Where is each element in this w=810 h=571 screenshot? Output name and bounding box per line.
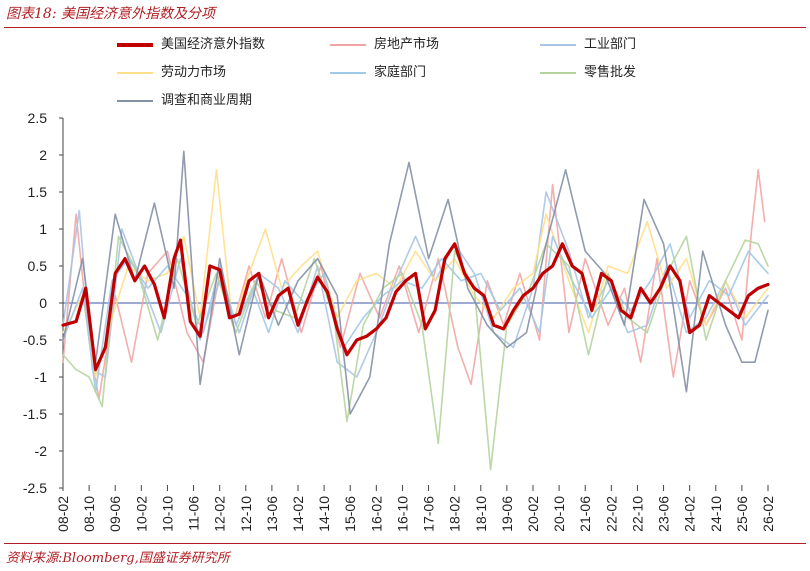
legend-swatch <box>117 100 153 102</box>
x-tick-label: 13-06 <box>264 496 280 532</box>
y-tick-label: -1 <box>35 369 48 385</box>
x-tick-label: 14-10 <box>316 496 332 532</box>
x-tick-label: 18-02 <box>447 496 463 532</box>
legend-swatch <box>540 44 576 46</box>
title-rule <box>4 27 806 28</box>
series-layer <box>61 150 770 471</box>
x-tick-label: 24-02 <box>682 496 698 532</box>
x-tick-label: 18-10 <box>473 496 489 532</box>
y-tick-label: 0.5 <box>28 258 48 274</box>
x-tick-label: 25-06 <box>734 496 750 532</box>
legend-swatch <box>330 44 366 46</box>
x-tick-label: 17-06 <box>421 496 437 532</box>
y-tick-label: -0.5 <box>23 332 47 348</box>
series-line <box>62 150 769 415</box>
source-rule <box>4 543 806 544</box>
figure-title: 图表18: 美国经济意外指数及分项 <box>6 6 215 22</box>
x-tick-label: 21-06 <box>577 496 593 532</box>
y-tick-label: 1.5 <box>28 184 48 200</box>
figure-source: 资料来源:Bloomberg,国盛证券研究所 <box>6 551 230 566</box>
axes: 2.5 2 1.5 1 0.5 0 -0.5 -1 -1.5 -2 -2.5 08-02 08-10 09… <box>23 110 776 532</box>
legend-label: 美国经济意外指数 <box>161 37 266 52</box>
x-tick-label: 10-10 <box>159 496 175 532</box>
legend-label: 劳动力市场 <box>161 65 227 80</box>
legend-swatch <box>117 72 153 74</box>
y-tick-label: -2.5 <box>23 480 47 496</box>
x-tick-label: 19-06 <box>499 496 515 532</box>
x-tick-label: 11-06 <box>186 496 202 531</box>
x-tick-label: 08-02 <box>55 496 71 532</box>
x-tick-label: 20-02 <box>525 496 541 532</box>
legend-swatch <box>117 43 153 47</box>
series-line <box>62 191 769 378</box>
x-tick-label: 23-06 <box>656 496 672 532</box>
x-tick-label: 14-02 <box>290 496 306 532</box>
x-tick-label: 15-06 <box>342 496 358 532</box>
x-tick-label: 08-10 <box>81 496 97 532</box>
x-tick-label: 26-02 <box>760 496 776 532</box>
y-tick-label: -2 <box>35 443 48 459</box>
legend-label: 调查和商业周期 <box>161 93 253 108</box>
x-tick-label: 22-10 <box>629 496 645 532</box>
legend-label: 零售批发 <box>584 65 637 80</box>
y-tick-label: 0 <box>39 295 47 311</box>
series-line <box>61 238 770 372</box>
x-tick-label: 20-10 <box>551 496 567 532</box>
y-tick-label: -1.5 <box>23 406 47 422</box>
y-tick-label: 1 <box>39 221 47 237</box>
x-tick-label: 10-02 <box>133 496 149 532</box>
legend-swatch <box>540 72 576 74</box>
x-tick-label: 16-02 <box>368 496 384 532</box>
x-tick-label: 24-10 <box>708 496 724 532</box>
legend-label: 家庭部门 <box>374 65 427 80</box>
legend-label: 工业部门 <box>584 37 637 52</box>
x-tick-label: 09-06 <box>107 496 123 532</box>
x-tick-label: 16-10 <box>394 496 410 532</box>
legend-label: 房地产市场 <box>374 37 440 52</box>
legend-swatch <box>330 72 366 74</box>
y-tick-label: 2.5 <box>28 110 48 126</box>
x-tick-label: 12-10 <box>238 496 254 532</box>
x-tick-label: 12-02 <box>212 496 228 532</box>
x-tick-label: 22-02 <box>603 496 619 532</box>
y-tick-label: 2 <box>39 147 47 163</box>
